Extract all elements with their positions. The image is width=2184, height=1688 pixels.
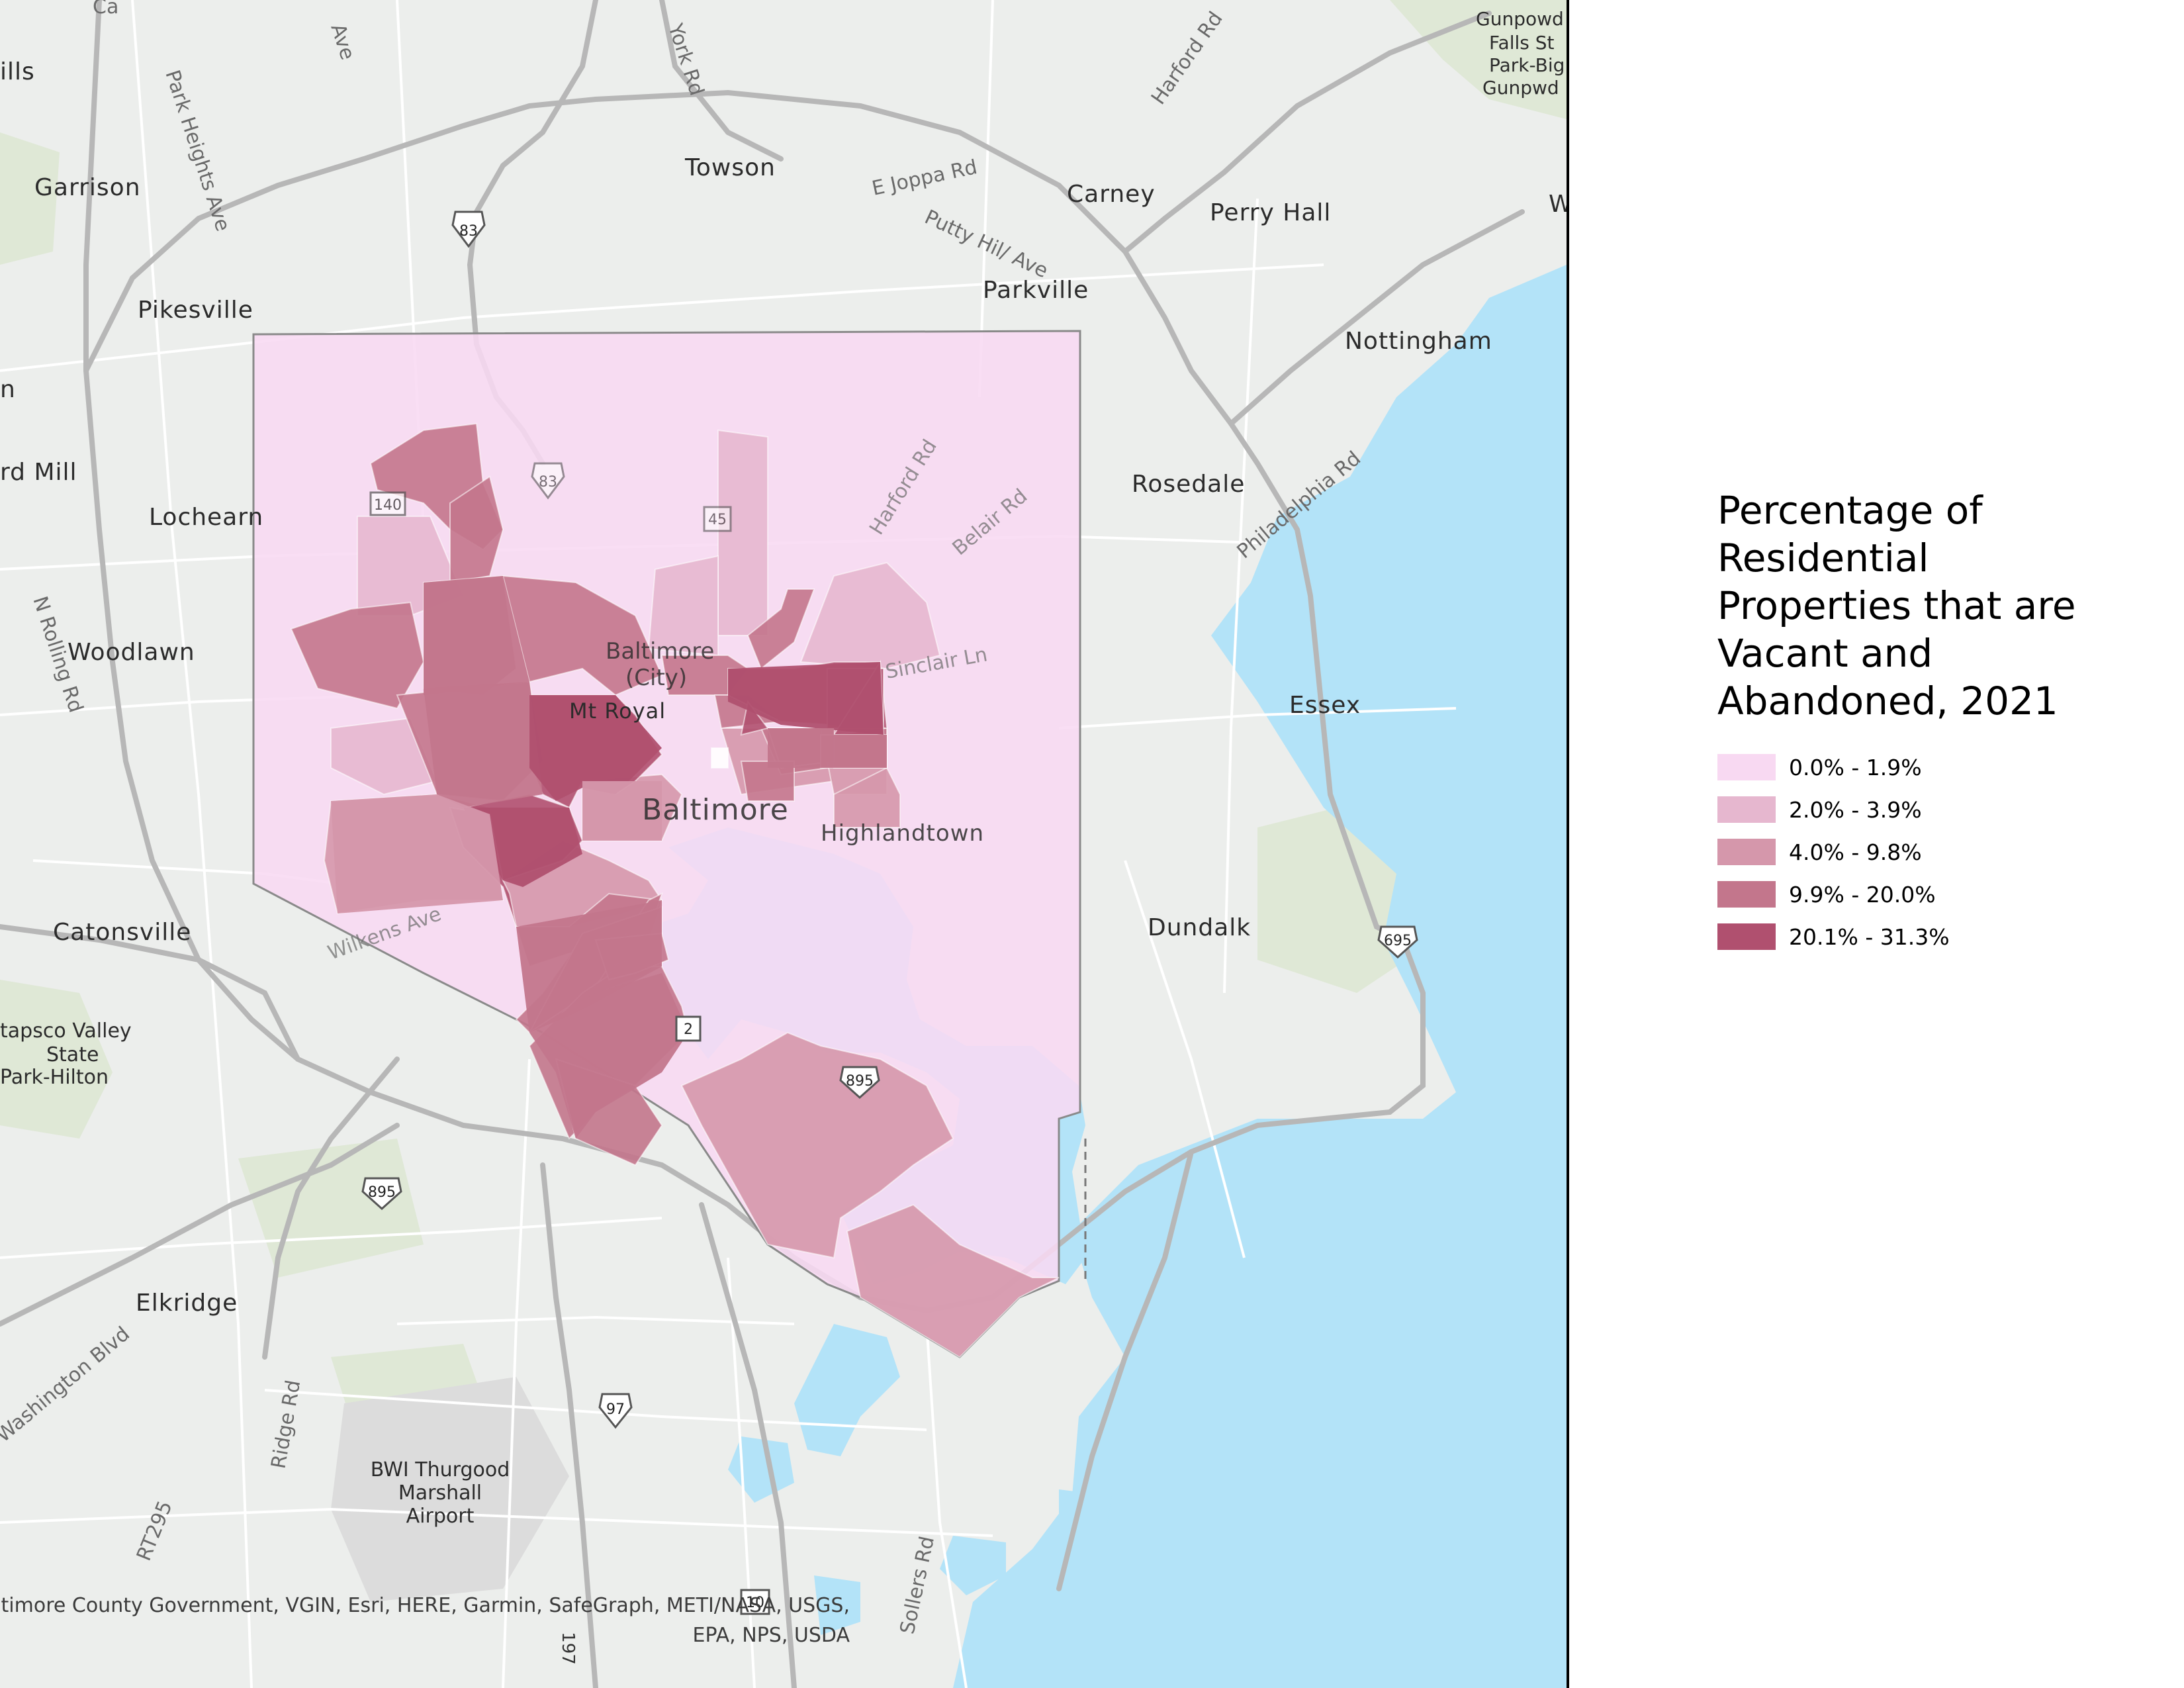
svg-text:83: 83 bbox=[539, 474, 557, 491]
legend-title: Percentage of Residential Properties tha… bbox=[1717, 488, 2076, 724]
place-label-elkridge: Elkridge bbox=[136, 1289, 238, 1317]
place-label-lochearn: Lochearn bbox=[149, 504, 263, 531]
neighborhood-nodata bbox=[711, 747, 729, 769]
place-label-gunpowder: Gunpowd Falls St Park-Big Gunpwd bbox=[1476, 8, 1565, 99]
basemap[interactable]: York Rd Harford Rd E Joppa Rd Putty Hil/… bbox=[0, 0, 1567, 1688]
place-label-rd-mill: rd Mill bbox=[0, 459, 77, 486]
minor-streets bbox=[0, 0, 1457, 1688]
place-label-w: W bbox=[1549, 191, 1567, 218]
neighborhood-light bbox=[799, 561, 941, 670]
road-label-washington-blvd: Washington Blvd bbox=[0, 1323, 134, 1448]
neighborhood-light bbox=[717, 429, 768, 636]
road-label-sollers-rd: Sollers Rd bbox=[896, 1534, 939, 1636]
highway-shields: 83 83 45 140 2 895 895 695 97 197 10 bbox=[361, 211, 1418, 1665]
legend-label: 0.0% - 1.9% bbox=[1789, 754, 1922, 780]
legend-swatch bbox=[1717, 796, 1776, 823]
place-labels: Towson Carney Perry Hall Parkville Notti… bbox=[0, 58, 1567, 1317]
shield-i83-north: 83 bbox=[451, 211, 486, 248]
road-label-ca: Ca bbox=[93, 0, 118, 19]
legend-item: 20.1% - 31.3% bbox=[1717, 915, 2088, 958]
place-label-n: n bbox=[0, 376, 16, 403]
road-label-harford-rd-north: Harford Rd bbox=[1147, 7, 1228, 109]
map-attribution: Baltimore County Government, VGIN, Esri,… bbox=[0, 1591, 850, 1650]
shield-md2: 2 bbox=[675, 1015, 702, 1042]
svg-text:197: 197 bbox=[558, 1632, 578, 1665]
shield-i895-city: 895 bbox=[839, 1066, 880, 1100]
panel-divider bbox=[1567, 0, 1569, 1688]
place-label-woodlawn: Woodlawn bbox=[68, 639, 195, 666]
shield-md140: 140 bbox=[369, 491, 406, 516]
neighborhood-mid bbox=[846, 1203, 1060, 1358]
road-label-park-heights-ave: Park Heights Ave bbox=[160, 68, 234, 234]
place-label-carney: Carney bbox=[1067, 181, 1156, 208]
place-label-parkville: Parkville bbox=[983, 277, 1089, 304]
place-label-rosedale: Rosedale bbox=[1132, 471, 1245, 498]
svg-text:695: 695 bbox=[1384, 933, 1412, 949]
airport-area bbox=[331, 1377, 569, 1602]
road-label-ridge-rd: Ridge Rd bbox=[267, 1378, 305, 1470]
legend-item: 4.0% - 9.8% bbox=[1717, 831, 2088, 873]
place-label-essex: Essex bbox=[1289, 692, 1361, 719]
neighborhood-light bbox=[330, 717, 438, 796]
legend-label: 20.1% - 31.3% bbox=[1789, 923, 1950, 950]
place-label-pikesville: Pikesville bbox=[138, 297, 253, 324]
shield-i97: 97 bbox=[598, 1393, 633, 1429]
place-label-nottingham: Nottingham bbox=[1345, 328, 1492, 355]
attribution-text: Baltimore County Government, VGIN, Esri,… bbox=[0, 1594, 850, 1647]
neighborhood-dark bbox=[502, 575, 663, 696]
legend-swatch bbox=[1717, 923, 1776, 950]
shield-us45: 45 bbox=[703, 506, 732, 532]
shield-i695: 695 bbox=[1377, 925, 1418, 959]
road-label-york-rd: York Rd bbox=[663, 21, 708, 99]
core-overlays bbox=[331, 576, 887, 1139]
shield-i895-south: 895 bbox=[361, 1177, 402, 1211]
neighborhood-dark bbox=[449, 475, 504, 584]
place-label-garrison: Garrison bbox=[34, 174, 141, 201]
place-label-baltimore-city: Baltimore (City) bbox=[606, 638, 714, 691]
shield-i83-city: 83 bbox=[531, 462, 565, 500]
road-label-rt295: RT295 bbox=[132, 1497, 177, 1564]
legend-swatch bbox=[1717, 754, 1776, 780]
legend-swatch bbox=[1717, 839, 1776, 865]
place-label-patapsco: tapsco Valley State Park-Hilton bbox=[0, 1019, 132, 1089]
svg-text:895: 895 bbox=[846, 1073, 874, 1090]
legend-item: 0.0% - 1.9% bbox=[1717, 746, 2088, 788]
place-label-baltimore: Baltimore bbox=[642, 793, 789, 827]
shield-r10: 10 bbox=[740, 1589, 770, 1615]
place-label-bwi: BWI Thurgood Marshall Airport bbox=[371, 1458, 510, 1528]
legend-label: 9.9% - 20.0% bbox=[1789, 881, 1936, 908]
shield-197: 197 bbox=[558, 1632, 578, 1665]
svg-text:83: 83 bbox=[459, 223, 478, 240]
place-label-ills: ills bbox=[0, 58, 35, 85]
svg-text:97: 97 bbox=[606, 1401, 625, 1418]
svg-text:45: 45 bbox=[708, 512, 727, 528]
neighborhood-mid bbox=[680, 1031, 954, 1259]
place-label-dundalk: Dundalk bbox=[1148, 914, 1251, 941]
svg-text:10: 10 bbox=[746, 1595, 764, 1611]
major-roads bbox=[0, 0, 1525, 1688]
neighborhood-mid bbox=[833, 767, 901, 828]
map-legend: Percentage of Residential Properties tha… bbox=[1717, 487, 2088, 958]
svg-text:895: 895 bbox=[368, 1184, 396, 1201]
legend-items: 0.0% - 1.9% 2.0% - 3.9% 4.0% - 9.8% 9.9%… bbox=[1717, 746, 2088, 958]
place-label-catonsville: Catonsville bbox=[53, 919, 191, 946]
road-label-e-joppa-rd: E Joppa Rd bbox=[870, 156, 979, 201]
legend-swatch bbox=[1717, 881, 1776, 908]
place-label-mt-royal: Mt Royal bbox=[569, 698, 666, 724]
place-label-highlandtown: Highlandtown bbox=[821, 820, 984, 847]
svg-text:140: 140 bbox=[374, 497, 402, 514]
legend-item: 2.0% - 3.9% bbox=[1717, 788, 2088, 831]
multiline-labels: Baltimore (City) Gunpowd Falls St Park-Big G… bbox=[0, 8, 1565, 1528]
legend-label: 4.0% - 9.8% bbox=[1789, 839, 1922, 865]
legend-label: 2.0% - 3.9% bbox=[1789, 796, 1922, 823]
place-label-perry-hall: Perry Hall bbox=[1210, 199, 1331, 226]
map-canvas: York Rd Harford Rd E Joppa Rd Putty Hil/… bbox=[0, 0, 1567, 1688]
place-label-towson: Towson bbox=[684, 154, 776, 181]
legend-item: 9.9% - 20.0% bbox=[1717, 873, 2088, 915]
svg-text:2: 2 bbox=[684, 1021, 693, 1038]
road-label-ave: Ave bbox=[326, 21, 359, 63]
